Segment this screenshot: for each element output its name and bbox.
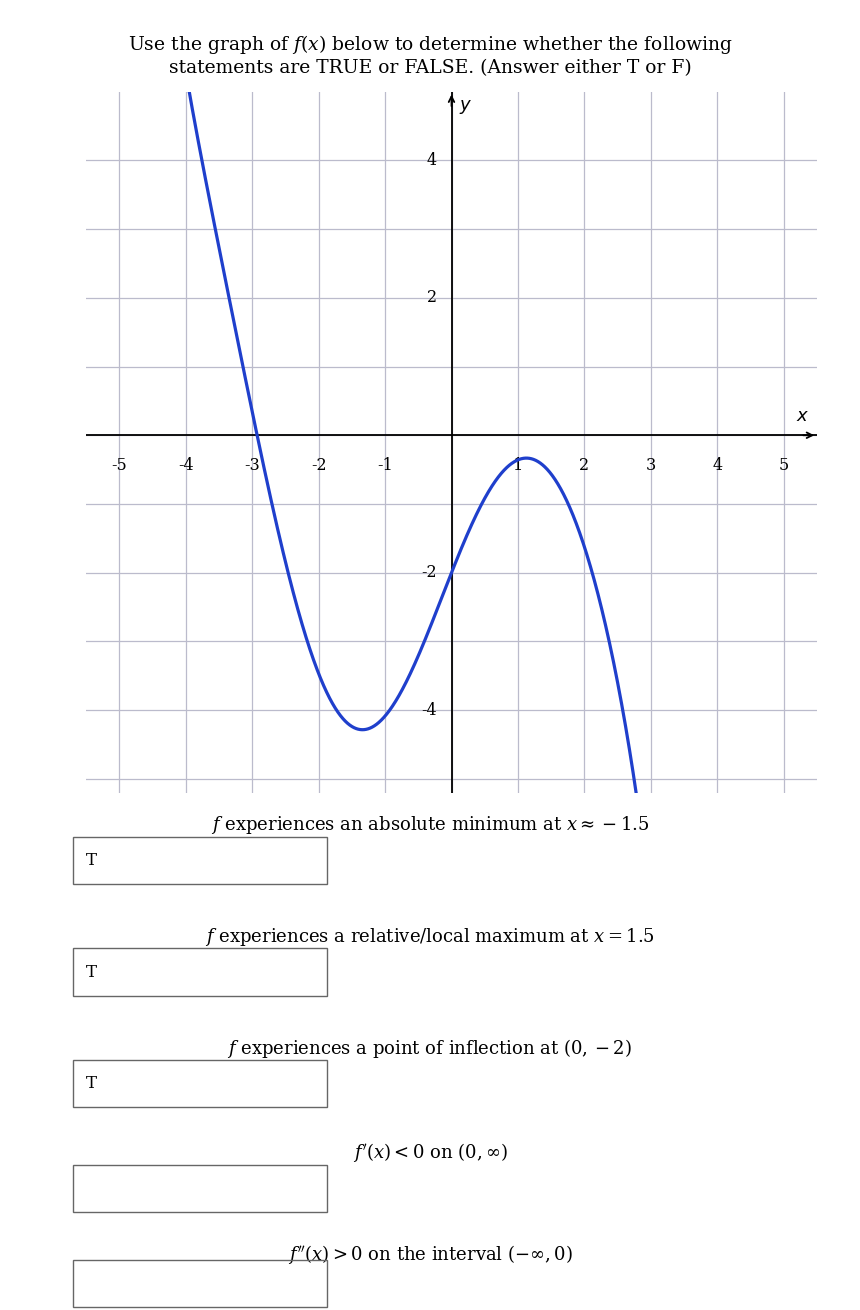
Text: 2: 2 [580,457,589,474]
Text: -5: -5 [111,457,127,474]
Text: -4: -4 [421,702,437,719]
Text: Use the graph of $f(x)$ below to determine whether the following: Use the graph of $f(x)$ below to determi… [127,33,733,56]
Text: 3: 3 [646,457,656,474]
Text: $f$ experiences a relative/local maximum at $x = 1.5$: $f$ experiences a relative/local maximum… [205,926,655,947]
Text: -3: -3 [244,457,260,474]
Text: T: T [86,1076,97,1091]
Text: statements are TRUE or FALSE. (Answer either T or F): statements are TRUE or FALSE. (Answer ei… [169,59,691,77]
Text: 4: 4 [427,152,437,169]
Text: $f$ experiences an absolute minimum at $x \approx -1.5$: $f$ experiences an absolute minimum at $… [211,815,649,836]
Text: 4: 4 [712,457,722,474]
Text: $x$: $x$ [796,407,809,424]
Text: -2: -2 [421,565,437,582]
Text: -2: -2 [310,457,327,474]
Text: 1: 1 [513,457,523,474]
Text: 2: 2 [427,290,437,307]
Text: T: T [86,964,97,980]
Text: -4: -4 [178,457,194,474]
Text: $f$ experiences a point of inflection at $(0, -2)$: $f$ experiences a point of inflection at… [228,1036,632,1060]
Text: T: T [86,853,97,869]
Text: $f''(x) > 0$ on the interval $(-\infty, 0)$: $f''(x) > 0$ on the interval $(-\infty, … [287,1243,573,1267]
Text: 5: 5 [778,457,789,474]
Text: $y$: $y$ [459,98,473,115]
Text: $f'(x) < 0$ on $(0, \infty)$: $f'(x) < 0$ on $(0, \infty)$ [353,1141,507,1165]
Text: -1: -1 [378,457,393,474]
